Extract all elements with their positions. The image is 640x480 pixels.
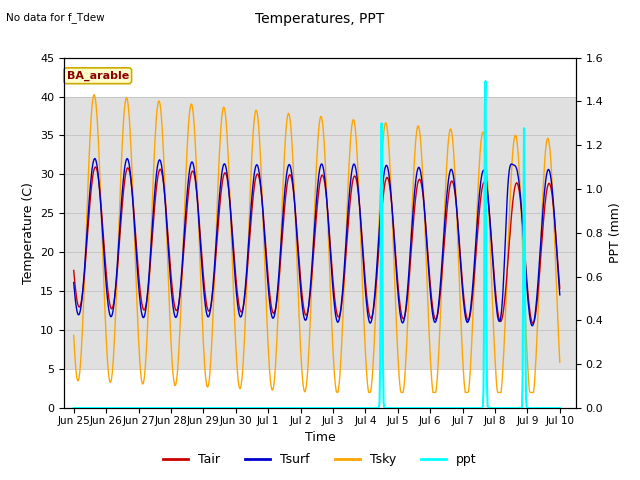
Y-axis label: PPT (mm): PPT (mm): [609, 203, 622, 263]
X-axis label: Time: Time: [305, 431, 335, 444]
Legend: Tair, Tsurf, Tsky, ppt: Tair, Tsurf, Tsky, ppt: [158, 448, 482, 471]
Text: No data for f_Tdew: No data for f_Tdew: [6, 12, 105, 23]
Bar: [64, 96, 576, 369]
Y-axis label: Temperature (C): Temperature (C): [22, 182, 35, 284]
Text: BA_arable: BA_arable: [67, 71, 129, 81]
Text: Temperatures, PPT: Temperatures, PPT: [255, 12, 385, 26]
